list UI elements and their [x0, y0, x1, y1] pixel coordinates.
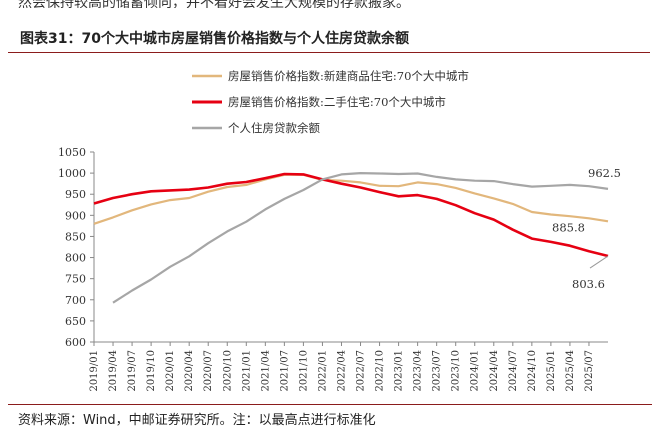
y-tick-label: 700 [65, 294, 86, 307]
y-tick-label: 600 [65, 336, 86, 349]
x-tick-label: 2021/01 [241, 350, 252, 392]
legend-label: 房屋销售价格指数:二手住宅:70个大中城市 [228, 95, 446, 109]
figure-title: 图表31：70个大中城市房屋销售价格指数与个人住房贷款余额 [20, 31, 409, 47]
x-tick-label: 2022/07 [356, 350, 367, 392]
x-tick-label: 2023/10 [451, 350, 462, 392]
x-tick-label: 2019/01 [89, 350, 100, 392]
y-tick-label: 650 [65, 315, 86, 328]
data-label: 803.6 [572, 277, 605, 291]
top-cut-text: 然会保持较高的储蓄倾向，并不着好会发生大规模的存款搬家。 [18, 0, 410, 8]
leader-line [589, 255, 609, 269]
y-tick-label: 950 [65, 188, 86, 201]
x-tick-label: 2022/10 [375, 350, 386, 392]
source-note: 资料来源：Wind，中邮证券研究所。注：以最高点进行标准化 [8, 404, 652, 428]
x-tick-label: 2021/04 [260, 350, 271, 392]
x-tick-label: 2020/10 [222, 350, 233, 392]
x-tick-label: 2023/04 [413, 350, 424, 392]
x-tick-label: 2022/01 [317, 350, 328, 392]
y-tick-label: 1050 [58, 146, 86, 159]
line-chart: 房屋销售价格指数:新建商品住宅:70个大中城市房屋销售价格指数:二手住宅:70个… [58, 69, 621, 392]
x-tick-label: 2025/01 [546, 350, 557, 392]
y-tick-label: 900 [65, 209, 86, 222]
figure-title-bar: 图表31：70个大中城市房屋销售价格指数与个人住房贷款余额 [8, 26, 650, 53]
y-tick-label: 1000 [58, 167, 86, 180]
series-line [93, 173, 609, 225]
x-tick-label: 2020/04 [184, 350, 195, 392]
data-label: 885.8 [552, 220, 585, 234]
x-tick-label: 2020/01 [165, 350, 176, 392]
y-tick-label: 850 [65, 230, 86, 243]
series-line [112, 171, 609, 304]
x-tick-label: 2024/07 [508, 350, 519, 392]
legend-label: 房屋销售价格指数:新建商品住宅:70个大中城市 [228, 69, 469, 83]
x-tick-label: 2025/04 [565, 350, 576, 392]
series-line [93, 172, 609, 258]
x-tick-label: 2024/04 [489, 350, 500, 392]
x-tick-label: 2024/10 [527, 350, 538, 392]
x-tick-label: 2019/04 [108, 350, 119, 392]
legend-label: 个人住房贷款余额 [228, 121, 320, 135]
x-tick-label: 2019/07 [127, 350, 138, 392]
x-tick-label: 2025/07 [584, 350, 595, 392]
x-tick-label: 2022/04 [336, 350, 347, 392]
chart-area: 房屋销售价格指数:新建商品住宅:70个大中城市 房屋销售价格指数:二手住宅:70个… [0, 52, 660, 402]
x-tick-label: 2019/10 [146, 350, 157, 392]
x-tick-label: 2024/01 [470, 350, 481, 392]
x-tick-label: 2021/07 [279, 350, 290, 392]
data-label: 962.5 [588, 166, 621, 180]
x-tick-label: 2023/07 [432, 350, 443, 392]
x-tick-label: 2020/07 [203, 350, 214, 392]
x-tick-label: 2023/01 [394, 350, 405, 392]
x-tick-label: 2021/10 [298, 350, 309, 392]
source-text: 资料来源：Wind，中邮证券研究所。注：以最高点进行标准化 [18, 413, 376, 428]
y-tick-label: 750 [65, 273, 86, 286]
y-tick-label: 800 [65, 252, 86, 265]
